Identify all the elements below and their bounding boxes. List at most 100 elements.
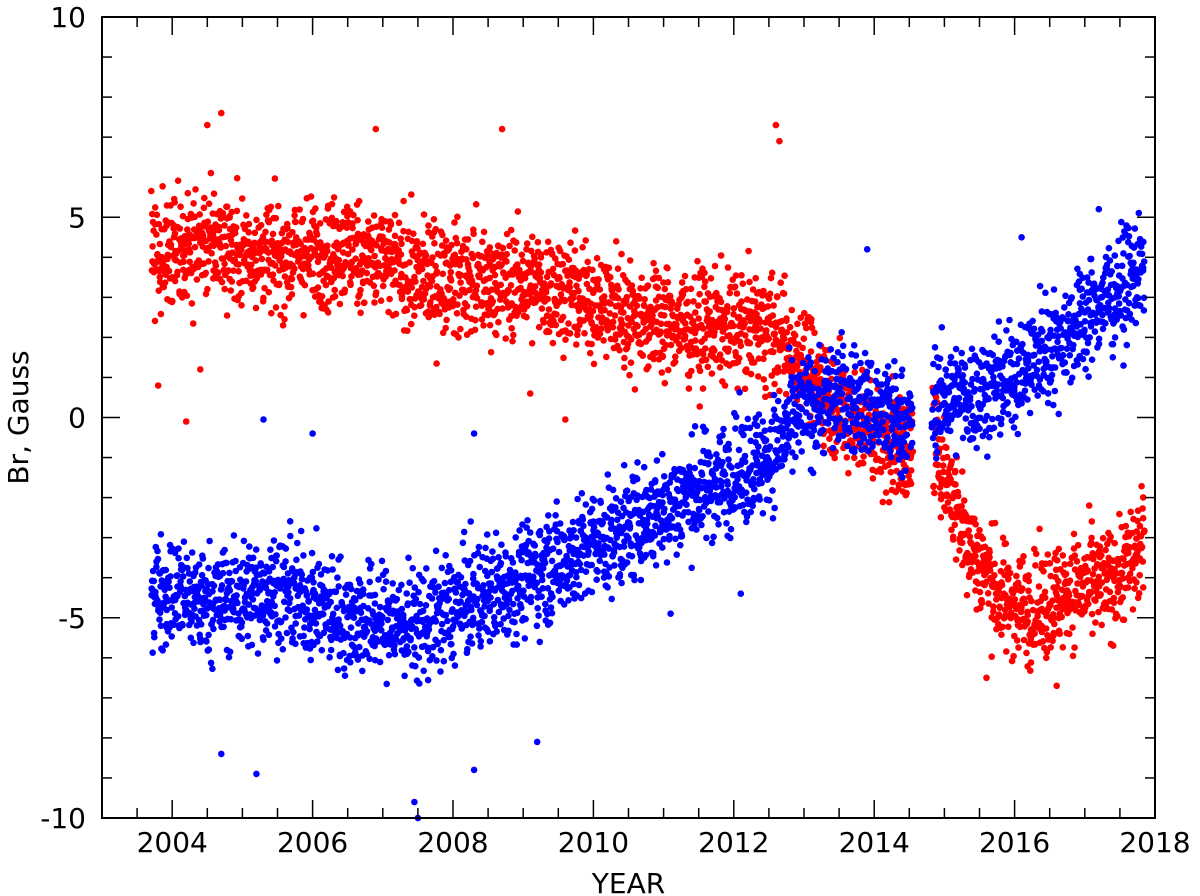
data-point bbox=[593, 254, 601, 262]
data-point bbox=[576, 560, 584, 568]
data-point bbox=[688, 564, 695, 572]
data-point bbox=[699, 350, 707, 358]
data-point bbox=[770, 348, 777, 356]
data-point bbox=[395, 586, 403, 594]
data-point bbox=[359, 590, 367, 598]
data-point bbox=[286, 518, 294, 525]
data-point bbox=[573, 282, 580, 290]
data-point bbox=[305, 262, 312, 269]
data-point bbox=[300, 552, 307, 559]
data-point bbox=[735, 446, 743, 454]
data-point bbox=[694, 257, 701, 265]
data-point bbox=[475, 632, 482, 639]
data-point bbox=[234, 599, 241, 607]
data-point bbox=[420, 277, 427, 285]
data-point bbox=[626, 522, 634, 530]
data-point bbox=[469, 254, 477, 262]
data-point bbox=[746, 424, 754, 432]
data-point bbox=[325, 298, 332, 305]
data-point bbox=[548, 557, 556, 565]
data-point bbox=[589, 307, 597, 315]
data-point bbox=[475, 543, 483, 551]
data-point bbox=[616, 331, 623, 338]
data-point bbox=[512, 239, 520, 246]
data-point bbox=[249, 284, 257, 291]
data-point bbox=[347, 281, 354, 289]
data-point bbox=[1013, 572, 1020, 580]
data-point bbox=[952, 556, 960, 563]
data-point bbox=[597, 499, 604, 507]
data-point bbox=[934, 461, 942, 469]
data-point bbox=[581, 330, 588, 337]
data-point bbox=[726, 289, 733, 297]
data-point bbox=[659, 450, 666, 458]
data-point bbox=[226, 214, 233, 221]
data-point bbox=[279, 646, 287, 653]
data-point bbox=[562, 336, 569, 344]
data-point bbox=[397, 251, 405, 258]
data-point bbox=[640, 463, 648, 471]
data-point bbox=[296, 206, 303, 213]
data-point bbox=[208, 250, 215, 257]
data-point bbox=[352, 255, 360, 262]
data-point bbox=[977, 604, 984, 612]
data-point bbox=[1102, 546, 1109, 554]
data-point bbox=[596, 330, 604, 338]
data-point bbox=[180, 266, 187, 274]
data-point bbox=[1015, 644, 1022, 651]
data-point bbox=[1125, 549, 1132, 557]
data-point bbox=[769, 487, 776, 494]
data-point bbox=[596, 286, 604, 293]
data-point bbox=[657, 528, 664, 536]
data-point bbox=[363, 269, 371, 277]
data-point bbox=[601, 306, 608, 314]
data-point bbox=[885, 498, 893, 506]
data-point bbox=[156, 240, 164, 248]
data-point bbox=[721, 315, 729, 323]
data-point bbox=[281, 273, 289, 280]
data-point bbox=[251, 229, 259, 237]
data-point bbox=[354, 300, 361, 308]
data-point bbox=[593, 576, 600, 583]
data-point bbox=[786, 344, 793, 351]
data-point bbox=[371, 591, 379, 599]
data-point bbox=[271, 602, 279, 610]
data-point bbox=[539, 585, 547, 592]
data-point bbox=[221, 260, 228, 268]
data-point bbox=[533, 622, 541, 630]
data-point bbox=[507, 282, 515, 289]
data-point bbox=[760, 287, 767, 295]
data-point bbox=[371, 299, 378, 306]
data-point bbox=[797, 418, 804, 426]
data-point bbox=[675, 487, 682, 495]
data-point bbox=[1036, 525, 1043, 533]
data-point bbox=[256, 586, 264, 594]
data-point bbox=[298, 571, 306, 578]
data-point bbox=[226, 648, 234, 656]
data-point bbox=[433, 360, 440, 367]
data-point bbox=[156, 616, 163, 623]
data-point bbox=[355, 197, 363, 205]
data-point bbox=[612, 495, 620, 502]
data-point bbox=[448, 640, 455, 648]
data-point bbox=[251, 239, 258, 247]
data-point bbox=[571, 247, 579, 254]
data-point bbox=[150, 577, 158, 585]
data-point bbox=[429, 653, 436, 660]
data-point bbox=[681, 332, 689, 340]
data-point bbox=[999, 534, 1007, 542]
data-point bbox=[936, 484, 944, 491]
data-point bbox=[151, 633, 158, 641]
data-point bbox=[335, 256, 343, 264]
data-point bbox=[795, 412, 803, 420]
data-point bbox=[998, 581, 1006, 589]
data-point bbox=[265, 631, 273, 639]
data-point bbox=[1098, 579, 1106, 586]
data-point bbox=[408, 284, 416, 291]
data-point bbox=[802, 369, 809, 377]
data-point bbox=[721, 471, 729, 478]
data-point bbox=[661, 285, 669, 293]
data-point bbox=[190, 639, 197, 647]
data-point bbox=[439, 270, 447, 278]
data-point bbox=[498, 251, 506, 259]
